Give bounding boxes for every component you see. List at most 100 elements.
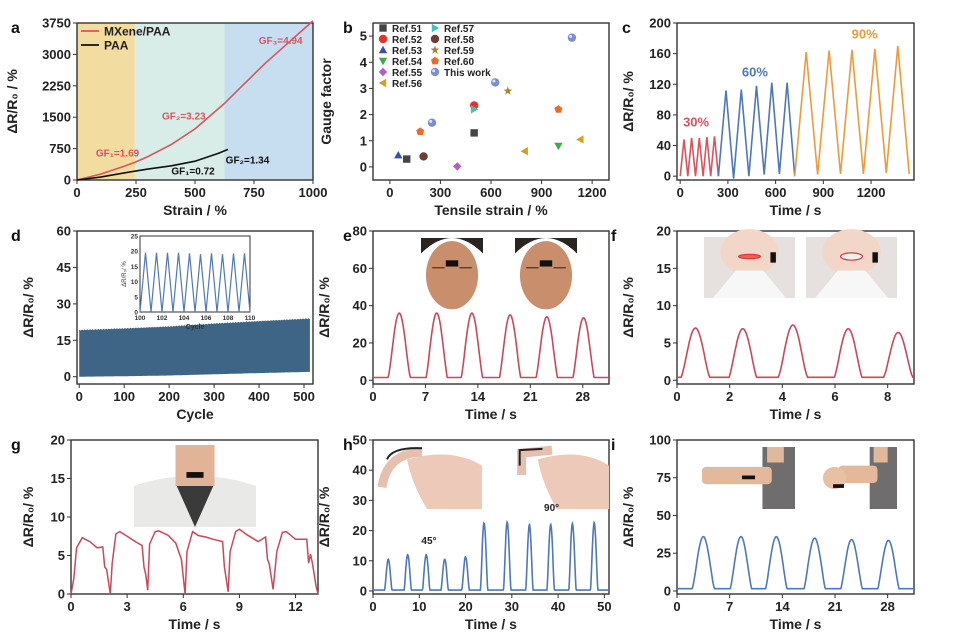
- y-tick-label: 0: [360, 159, 367, 174]
- black-shirt: [176, 486, 214, 527]
- neck-skin: [767, 447, 784, 463]
- y-tick-label: 40: [353, 463, 367, 478]
- x-tick-label: 9: [236, 599, 243, 614]
- marker-square: [379, 24, 387, 32]
- panel-letter: i: [611, 437, 615, 454]
- panel-c: 0 300 600 900 1200 0 40 80 120 160 200 Time / s ΔR/R…: [620, 16, 915, 218]
- marker-square: [470, 129, 478, 137]
- neck-skin: [873, 447, 888, 463]
- panel-letter: f: [611, 228, 617, 245]
- y-tick-label: 15: [57, 333, 71, 348]
- white-collar: [815, 270, 888, 298]
- face-skin: [425, 241, 479, 310]
- y-axis-label: ΔR/R₀/ %: [316, 486, 332, 547]
- mouth-closed-photo: [704, 229, 795, 298]
- inset-x-tick-label: 104: [179, 315, 190, 322]
- panel-a: 0 250 500 750 1000 0 750 1500 2250 3000 3750 Strain…: [4, 16, 327, 219]
- signal-line: [70, 528, 319, 595]
- x-tick-label: 6: [180, 599, 187, 614]
- forearm-skin: [822, 466, 847, 490]
- x-tick-label: 12: [288, 599, 302, 614]
- y-axis-label: Gauge factor: [318, 58, 334, 145]
- cyclic-envelope-area: [79, 318, 310, 377]
- legend-label: PAA: [104, 39, 129, 53]
- x-axis-label: Time / s: [770, 616, 822, 632]
- sensor-strip: [386, 447, 423, 460]
- y-tick-label: 20: [51, 433, 65, 448]
- finger: [377, 447, 423, 489]
- marker-triangle-right: [470, 105, 479, 114]
- legend-label: Ref.53: [392, 46, 422, 57]
- strain-annotation: 90%: [852, 26, 878, 41]
- neck-skin: [175, 445, 215, 486]
- sensor-patch: [186, 472, 204, 478]
- x-tick-label: 0: [73, 185, 80, 200]
- y-tick-label: 4: [360, 55, 368, 70]
- lips: [737, 253, 762, 260]
- marker-pentagon: [416, 127, 425, 135]
- arm-straight-photo: [702, 447, 795, 509]
- y-tick-label: 30: [57, 296, 71, 311]
- x-tick-label: 0: [76, 389, 83, 404]
- x-tick-label: 21: [523, 389, 537, 404]
- marker-highlight: [569, 34, 573, 38]
- inset-y-tick-label: 10: [131, 279, 139, 286]
- face-skin: [519, 241, 573, 310]
- y-tick-label: 0: [664, 373, 671, 388]
- chin-skin: [720, 229, 779, 276]
- x-tick-label: 0: [369, 389, 376, 404]
- panel-b: 0 300 600 900 1200 0 1 2 3 4 5 Tensile strain / % Ga…: [318, 20, 610, 218]
- x-tick-label: 0: [677, 185, 684, 200]
- x-tick-label: 500: [293, 389, 315, 404]
- x-tick-label: 50: [597, 599, 611, 614]
- inset-x-axis-label: Cycle: [186, 324, 205, 331]
- marker-triangle-left: [520, 147, 528, 156]
- signal-line: [373, 519, 609, 591]
- chin-skin: [822, 229, 881, 276]
- x-tick-label: 28: [880, 599, 894, 614]
- panel-a-regions: [77, 23, 313, 180]
- arm-bent-photo: [822, 447, 897, 509]
- x-tick-label: 1200: [857, 185, 886, 200]
- panel-g: 0 3 6 9 12 0 5 10 15 20 Time / s ΔR/R₀/ % g: [11, 433, 319, 632]
- panel-f: 0 2 4 6 8 0 5 10 15 20 Time / s ΔR/R₀/ % f: [611, 224, 915, 422]
- neck-with-sensor-photo: [134, 445, 256, 527]
- y-tick-label: 80: [657, 107, 671, 122]
- inset-y-axis-label: ΔR/R₀/ %: [122, 261, 128, 287]
- y-tick-label: 1500: [42, 110, 71, 125]
- inset-y-tick-label: 15: [131, 264, 139, 271]
- x-axis-label: Strain / %: [163, 202, 227, 218]
- marker-pentagon: [554, 105, 563, 113]
- plot-frame: [372, 439, 610, 595]
- marker-diamond: [453, 162, 462, 171]
- white-collar: [713, 270, 786, 298]
- y-axis-label: ΔR/R₀/ %: [620, 71, 636, 132]
- x-tick-label: 14: [775, 599, 790, 614]
- panel-h: 0 10 20 30 40 50 0 10 20 30 40 50 Time / s ΔR/R₀/ % h 4…: [316, 433, 612, 633]
- inset-x-tick-label: 108: [223, 315, 234, 322]
- x-axis-label: Cycle: [176, 406, 214, 422]
- marker-triangle-up: [378, 45, 388, 54]
- legend-label: Ref.54: [392, 57, 422, 68]
- series-line-mxenepaa: [76, 20, 314, 181]
- plot-frame: [676, 22, 915, 181]
- x-tick-label: 600: [765, 185, 787, 200]
- inset-plot: 100 102 104 106 108 110 0 5 10 15 20 25 Cycle ΔR/R₀/ …: [122, 234, 256, 332]
- signal-line: [373, 312, 609, 379]
- legend-label: Ref.59: [444, 46, 474, 57]
- x-tick-label: 30: [505, 599, 519, 614]
- x-tick-label: 3: [124, 599, 131, 614]
- y-tick-label: 3: [360, 81, 367, 96]
- y-tick-label: 3750: [42, 16, 71, 31]
- marker-square: [403, 155, 411, 163]
- inset-y-tick-label: 5: [134, 294, 138, 301]
- x-tick-label: 28: [576, 389, 590, 404]
- marker-sphere: [491, 78, 500, 87]
- x-tick-label: 1000: [299, 185, 328, 200]
- y-tick-label: 60: [57, 224, 71, 239]
- inset-x-tick-label: 110: [245, 315, 256, 322]
- strain-region: [224, 23, 313, 180]
- gf-annotation: GF₃=4.94: [259, 36, 303, 47]
- x-tick-label: 100: [113, 389, 135, 404]
- x-tick-label: 300: [430, 185, 452, 200]
